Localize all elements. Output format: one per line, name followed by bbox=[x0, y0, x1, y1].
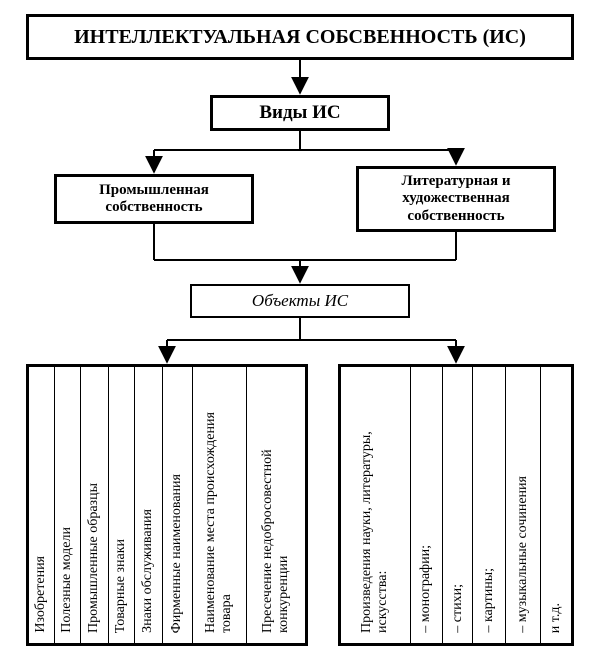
column-cell: Наименование места происхождения товара bbox=[193, 367, 247, 643]
column-cell: – монографии; bbox=[411, 367, 444, 643]
column-label: Изобретения bbox=[33, 556, 49, 633]
column-label: – стихи; bbox=[450, 584, 466, 633]
column-label: – монографии; bbox=[418, 545, 434, 633]
node-literary-label: Литературная и художественная собственно… bbox=[365, 173, 547, 225]
column-label: и т.д. bbox=[548, 603, 564, 633]
column-label: Фирменные наименования bbox=[169, 474, 185, 633]
node-literary: Литературная и художественная собственно… bbox=[356, 166, 556, 232]
column-cell: Знаки обслуживания bbox=[135, 367, 163, 643]
column-label: – картины; bbox=[481, 568, 497, 633]
column-label: Полезные модели bbox=[59, 527, 75, 633]
group-industrial-objects: Изобретения Полезные модели Промышленные о… bbox=[26, 364, 308, 646]
column-cell: Товарные знаки bbox=[109, 367, 135, 643]
node-objects: Объекты ИС bbox=[190, 284, 410, 318]
column-label: Пресечение недобросовестной конкуренции bbox=[260, 373, 292, 633]
column-label: – музыкальные сочинения bbox=[515, 476, 531, 633]
column-cell: Изобретения bbox=[29, 367, 55, 643]
group-literary-objects: Произведения науки, литературы, искусств… bbox=[338, 364, 574, 646]
column-cell: Произведения науки, литературы, искусств… bbox=[341, 367, 411, 643]
column-label: Промышленные образцы bbox=[86, 483, 102, 633]
column-label: Знаки обслуживания bbox=[140, 509, 156, 633]
node-objects-label: Объекты ИС bbox=[252, 291, 348, 311]
column-label: Товарные знаки bbox=[113, 539, 129, 633]
column-cell: Полезные модели bbox=[55, 367, 81, 643]
node-types: Виды ИС bbox=[210, 95, 390, 131]
column-label: Произведения науки, литературы, искусств… bbox=[359, 373, 391, 633]
column-label: Наименование места происхождения товара bbox=[203, 373, 235, 633]
node-root-label: ИНТЕЛЛЕКТУАЛЬНАЯ СОБСВЕННОСТЬ (ИС) bbox=[74, 26, 526, 49]
column-cell: Пресечение недобросовестной конкуренции bbox=[247, 367, 305, 643]
column-cell: – стихи; bbox=[443, 367, 473, 643]
column-cell: – музыкальные сочинения bbox=[506, 367, 541, 643]
node-root: ИНТЕЛЛЕКТУАЛЬНАЯ СОБСВЕННОСТЬ (ИС) bbox=[26, 14, 574, 60]
column-cell: – картины; bbox=[473, 367, 506, 643]
node-types-label: Виды ИС bbox=[259, 102, 340, 124]
node-industrial-label: Промышленная собственность bbox=[63, 182, 245, 217]
node-industrial: Промышленная собственность bbox=[54, 174, 254, 224]
column-cell: Фирменные наименования bbox=[163, 367, 193, 643]
column-cell: и т.д. bbox=[541, 367, 571, 643]
column-cell: Промышленные образцы bbox=[81, 367, 109, 643]
